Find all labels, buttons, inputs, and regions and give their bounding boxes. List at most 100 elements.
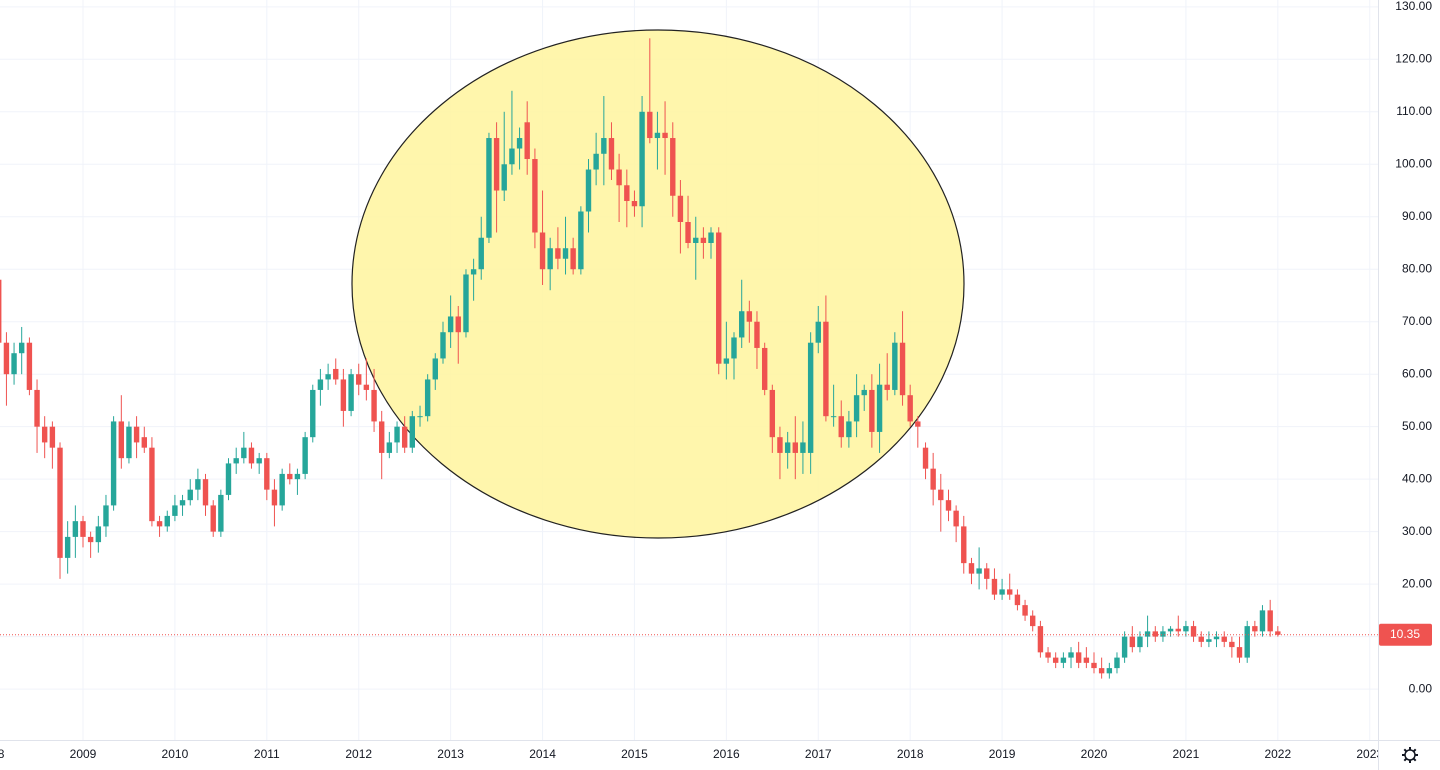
candle-body (524, 122, 530, 160)
candle-body (103, 505, 109, 527)
x-tick-label: 2022 (1264, 747, 1291, 761)
candle-body (739, 311, 745, 338)
x-tick-label: 2015 (621, 747, 648, 761)
candle-body (1075, 652, 1082, 663)
candle-body (1060, 657, 1067, 663)
candle-body (110, 421, 117, 506)
candle-body (80, 521, 86, 537)
x-tick-label: 2008 (0, 747, 5, 761)
candle-body (1121, 636, 1128, 658)
candle-body (1206, 639, 1212, 642)
candle-body (800, 442, 806, 453)
candle-body (302, 437, 308, 474)
candle-body (539, 232, 546, 270)
y-tick-label: 130.00 (1395, 0, 1432, 13)
candle-body (1175, 628, 1181, 632)
candle-body (463, 274, 469, 333)
candle-body (907, 395, 913, 422)
settings-icon[interactable] (1402, 747, 1418, 763)
y-tick-label: 50.00 (1402, 419, 1432, 433)
candle-body (601, 138, 607, 154)
candle-body (792, 442, 798, 453)
candle-body (731, 337, 737, 359)
candle-body (830, 416, 837, 418)
y-tick-label: 110.00 (1396, 104, 1432, 118)
candle-body (1244, 626, 1250, 658)
candle-body (486, 138, 492, 238)
candle-body (631, 201, 638, 207)
candle-body (838, 416, 844, 438)
candle-body (555, 248, 561, 259)
candle-body (118, 421, 125, 459)
candle-body (984, 568, 990, 579)
candle-body (87, 536, 94, 543)
candle-body (1252, 626, 1258, 632)
candle-body (869, 389, 875, 432)
candle-body (241, 447, 247, 459)
candle-body (945, 500, 952, 511)
candle-body (938, 489, 944, 501)
candle-body (310, 389, 316, 438)
candle-body (1045, 652, 1051, 658)
x-tick-label: 2012 (345, 747, 372, 761)
y-tick-label: 120.00 (1395, 51, 1432, 65)
candle-body (823, 321, 829, 417)
candle-body (57, 447, 63, 558)
candle-body (133, 426, 140, 443)
candle-body (1029, 615, 1036, 627)
candle-body (922, 447, 929, 469)
x-tick-label: 2020 (1081, 747, 1108, 761)
candle-body (1014, 594, 1021, 606)
y-tick-label: 100.00 (1395, 156, 1432, 170)
candle-body (532, 159, 538, 233)
candle-body (509, 148, 515, 165)
candle-body (233, 458, 239, 464)
y-tick-label: 90.00 (1402, 209, 1432, 223)
candle-body (325, 374, 331, 380)
candle-body (784, 442, 791, 453)
candle-body (639, 111, 645, 207)
y-axis: 0.0010.0020.0030.0040.0050.0060.0070.008… (1395, 0, 1432, 695)
candle-body (424, 379, 431, 417)
candle-body (654, 132, 661, 139)
candle-body (501, 164, 507, 191)
candle-body (202, 479, 209, 506)
candle-body (26, 342, 33, 390)
candle-body (761, 347, 768, 390)
candle-body (126, 426, 132, 459)
candle-body (18, 342, 25, 354)
candle-body (1007, 589, 1013, 595)
candle-body (1198, 636, 1204, 642)
x-tick-label: 2018 (897, 747, 924, 761)
y-tick-label: 60.00 (1402, 366, 1432, 380)
candle-body (218, 494, 224, 532)
candle-body (708, 232, 714, 243)
x-axis: 2008 2009 2010 2011 2012 2013 2014 2015 2016 2017… (0, 747, 1383, 761)
last-price-tag (1379, 623, 1432, 646)
y-tick-label: 0.00 (1409, 681, 1433, 695)
candle-body (685, 222, 691, 243)
y-tick-label: 30.00 (1402, 524, 1432, 538)
x-tick-label: 2021 (1173, 747, 1200, 761)
candle-body (976, 568, 982, 574)
candle-body (1236, 647, 1243, 658)
candle-body (478, 237, 484, 270)
candle-body (516, 138, 523, 149)
x-tick-label: 2023 (1356, 747, 1383, 761)
candle-body (95, 526, 102, 543)
candle-body (1037, 626, 1044, 653)
candle-body (754, 321, 760, 348)
candle-body (440, 332, 446, 359)
candle-body (1137, 636, 1143, 648)
candle-body (225, 463, 232, 495)
last-price-label: 10.35 (1390, 627, 1420, 641)
candle-body (547, 248, 553, 270)
candle-body (179, 500, 186, 506)
candle-body (256, 458, 262, 464)
candle-body (1114, 657, 1120, 669)
candle-body (1098, 668, 1105, 674)
x-tick-label: 2017 (805, 747, 832, 761)
highlight-ellipse (351, 29, 965, 539)
candle-body (769, 389, 776, 438)
candle-body (409, 416, 416, 448)
